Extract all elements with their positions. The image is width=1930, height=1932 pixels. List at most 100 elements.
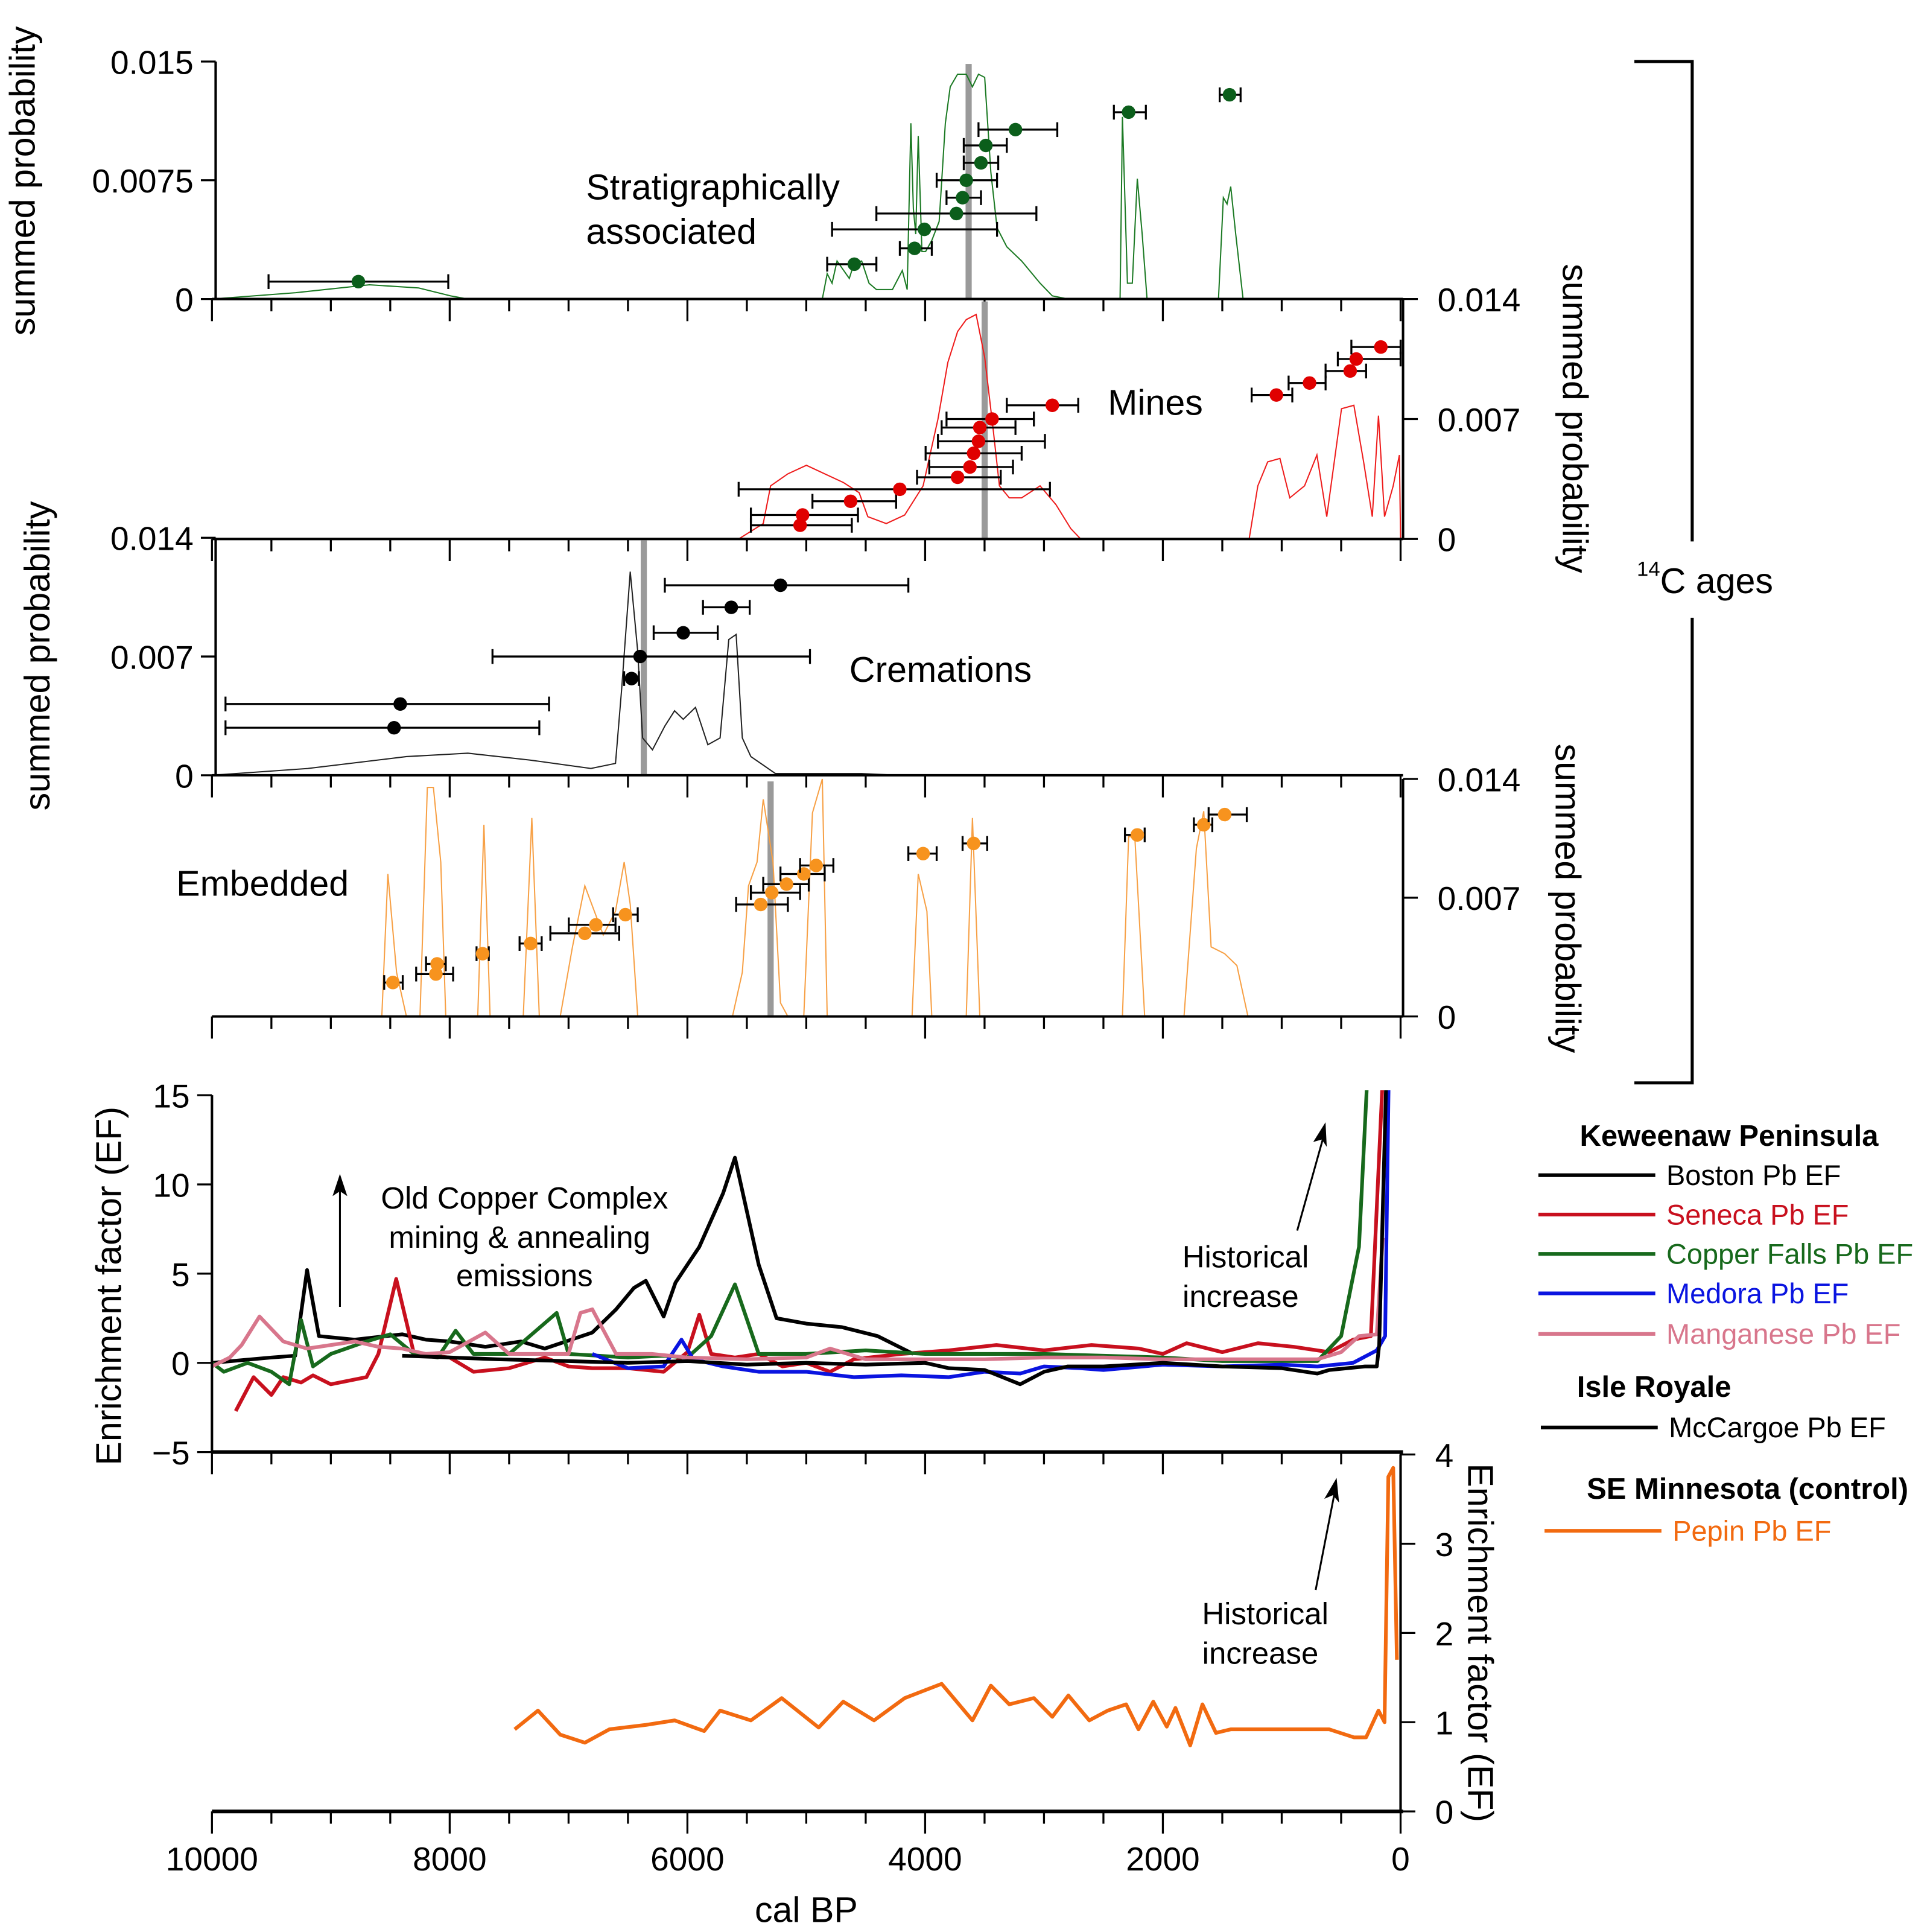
x-axis: [211, 774, 1403, 798]
y-tick-label: 0.007: [1438, 880, 1521, 917]
y-axis: 0 0.0075 0.015: [92, 43, 217, 319]
date-point: [809, 859, 823, 872]
summed-probability-curve: [559, 862, 639, 1017]
date-point: [1217, 807, 1232, 822]
legend-label: McCargoe Pb EF: [1669, 1412, 1886, 1443]
y-tick-label: 10: [153, 1166, 189, 1204]
legend-label: Medora Pb EF: [1666, 1278, 1849, 1309]
date-point: [950, 206, 963, 221]
y-axis-title-ef-right: Enrichment factor (EF): [1461, 1463, 1501, 1822]
x-axis: 10000 8000 6000 4000 2000 0: [166, 1810, 1410, 1878]
summed-probability-curve: [965, 818, 981, 1017]
summed-probability-curve: [732, 799, 789, 1017]
panel-3: [212, 540, 910, 776]
y-tick-label: 0: [175, 757, 194, 795]
plot-area: 00.00750.01500.0070.01400.0070.01400.007…: [92, 43, 1520, 1878]
y-tick-label: 5: [171, 1256, 190, 1293]
summed-probability-curve: [419, 787, 446, 1017]
annotation-strat-line1: Stratigraphically: [586, 167, 840, 207]
date-point: [793, 518, 807, 532]
date-point: [847, 257, 862, 272]
date-point: [971, 434, 986, 448]
legend-label: Boston Pb EF: [1666, 1160, 1841, 1191]
x-tick-label: 6000: [650, 1840, 724, 1878]
legend-group-title: Keweenaw Peninsula: [1580, 1120, 1879, 1152]
date-point: [1197, 818, 1211, 832]
legend-label: Copper Falls Pb EF: [1666, 1239, 1913, 1270]
annotation-historical-1-line1: Historical: [1182, 1240, 1309, 1274]
date-point: [959, 173, 973, 188]
annotation-occ-line2: mining & annealing: [389, 1220, 650, 1254]
c14-label: 14C ages: [1637, 558, 1773, 601]
date-point: [950, 470, 965, 485]
summed-probability-curve: [1183, 811, 1249, 1017]
summed-probability-curve: [212, 571, 899, 776]
summed-probability-curve: [477, 824, 491, 1017]
y-axis: 0 0.007 0.014: [1401, 281, 1521, 559]
y-axis: 4 3 2 1 0: [1399, 1437, 1454, 1831]
date-point: [1349, 352, 1363, 366]
series-line: [212, 1155, 915, 1365]
summed-probability-curve: [1119, 116, 1148, 299]
date-point: [1122, 105, 1135, 119]
median-line: [982, 301, 988, 539]
date-point: [956, 191, 970, 205]
summed-probability-curve: [1122, 836, 1146, 1017]
y-axis-title-embedded: summed probability: [1547, 744, 1588, 1053]
date-point: [916, 847, 930, 860]
y-tick-label: 0.0075: [92, 162, 193, 200]
legend-item: Seneca Pb EF: [1538, 1199, 1849, 1230]
date-point: [779, 877, 793, 891]
x-axis: [211, 297, 1403, 322]
date-point: [967, 836, 981, 851]
x-axis: [211, 1450, 1403, 1475]
date-point: [1374, 340, 1388, 354]
annotation-embedded: Embedded: [176, 863, 349, 904]
y-tick-label: 4: [1435, 1437, 1454, 1474]
date-point: [918, 222, 932, 237]
y-tick-label: 2: [1435, 1615, 1454, 1653]
date-point: [974, 156, 988, 170]
x-axis: [211, 1015, 1403, 1039]
y-tick-label: 15: [153, 1078, 189, 1115]
date-point: [386, 976, 400, 990]
date-point: [985, 412, 999, 426]
series-line: [212, 1090, 1369, 1387]
arrow-icon: [332, 1174, 348, 1307]
date-point: [351, 275, 366, 288]
y-axis-title-strat: summed probability: [2, 26, 43, 335]
y-tick-label: 0.007: [1438, 401, 1521, 439]
series-line: [402, 1090, 1388, 1387]
summed-probability-curve: [212, 284, 468, 300]
y-tick-label: 0: [175, 281, 194, 319]
x-tick-label: 2000: [1126, 1840, 1199, 1878]
date-point: [589, 918, 603, 932]
annotation-historical-2-line2: increase: [1202, 1636, 1319, 1670]
x-axis: [211, 538, 1403, 562]
legend-label: Manganese Pb EF: [1666, 1318, 1900, 1350]
date-point: [754, 897, 768, 912]
date-point: [765, 886, 779, 900]
legend-item: Copper Falls Pb EF: [1538, 1239, 1913, 1270]
date-point: [430, 957, 444, 971]
y-tick-label: 0: [1438, 999, 1456, 1036]
date-point: [1303, 376, 1316, 390]
y-axis-title-cremations: summed probability: [17, 501, 57, 810]
date-point: [773, 578, 787, 593]
date-point: [907, 241, 922, 255]
date-point: [618, 907, 632, 922]
y-tick-label: 0: [1435, 1794, 1454, 1831]
panel-2: [737, 301, 1402, 540]
legend-group-title: SE Minnesota (control): [1587, 1473, 1908, 1505]
date-point: [676, 626, 690, 640]
y-tick-label: 0.007: [110, 638, 194, 676]
date-point: [393, 697, 407, 711]
date-point: [963, 460, 977, 474]
annotation-occ-line3: emissions: [456, 1258, 593, 1292]
date-point: [1343, 364, 1357, 378]
date-point: [967, 446, 981, 460]
date-point: [524, 936, 538, 950]
y-axis: 0 0.007 0.014: [1401, 761, 1521, 1036]
x-tick-label: 0: [1391, 1840, 1410, 1878]
